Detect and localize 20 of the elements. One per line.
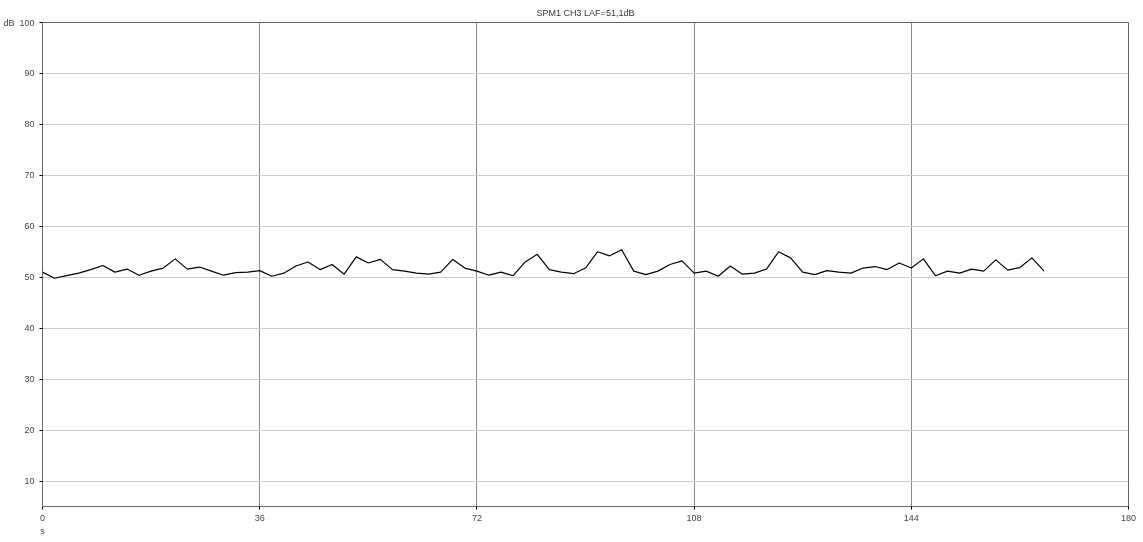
y-tick-label: 40: [24, 323, 35, 334]
x-tick-label: 0: [40, 512, 46, 523]
y-tick-label: 100: [19, 17, 35, 28]
y-tick-label: 80: [24, 119, 35, 130]
x-tick-label: 72: [471, 512, 482, 523]
line-series: [42, 249, 1045, 279]
y-tick-label: 10: [24, 476, 35, 487]
x-tick-label: 144: [903, 512, 919, 523]
y-axis-title: dB: [3, 17, 15, 28]
x-tick-label: 36: [254, 512, 265, 523]
y-tick-label: 30: [24, 374, 35, 385]
y-tick-label: 60: [24, 221, 35, 232]
y-tick-label: 50: [24, 272, 35, 283]
x-tick-label: 180: [1120, 512, 1137, 523]
x-axis-title: s: [40, 525, 46, 536]
y-tick-label: 70: [24, 170, 35, 181]
chart-title: SPM1 CH3 LAF=51,1dB: [536, 7, 635, 18]
y-tick-label: 90: [24, 68, 35, 79]
y-tick-label: 20: [24, 425, 35, 436]
x-tick-label: 108: [686, 512, 702, 523]
